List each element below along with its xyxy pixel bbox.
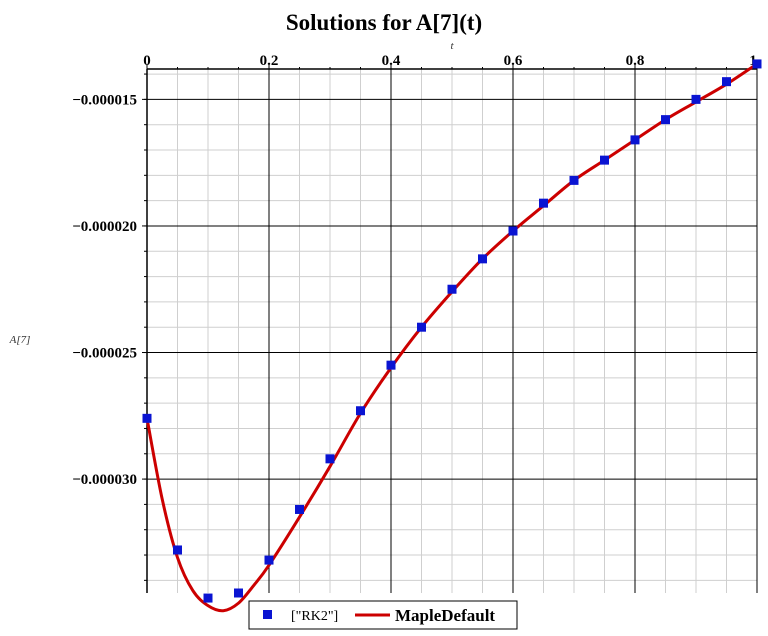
grid (146, 69, 758, 593)
series-rk2-point (508, 226, 518, 236)
x-tick-label: 0.4 (382, 53, 401, 69)
series-rk2-point (600, 155, 609, 165)
x-axis-label: t (450, 40, 454, 52)
series-rk2-point (752, 59, 762, 69)
y-tick-label: −0.000015 (72, 92, 137, 108)
series-rk2-point (386, 360, 396, 370)
x-tick-label: 0.8 (626, 53, 645, 69)
series-rk2-point (295, 504, 304, 514)
y-axis-label: A[7] (9, 334, 31, 346)
x-tick-label: 0 (143, 53, 151, 69)
x-tick-label: 0.2 (260, 53, 279, 69)
series-rk2-point (630, 135, 640, 145)
legend: ["RK2"] MapleDefault (248, 600, 518, 630)
x-tick-label: 0.6 (504, 53, 523, 69)
series-rk2-point (203, 593, 213, 603)
series-rk2-point (722, 77, 731, 87)
series-rk2-point (264, 555, 274, 565)
series-rk2-point (417, 322, 426, 332)
series-rk2-point (691, 94, 701, 104)
series-rk2-point (539, 198, 548, 208)
series-rk2-point (325, 454, 335, 464)
y-tick-label: −0.000030 (72, 472, 137, 488)
legend-mapledefault-label: MapleDefault (395, 606, 495, 625)
series-rk2-point (478, 254, 487, 264)
series-rk2-point (569, 175, 579, 185)
axes: 00.20.40.60.81−0.000015−0.000020−0.00002… (72, 53, 758, 593)
series-rk2-point (356, 406, 365, 416)
series-rk2-point (447, 284, 457, 294)
series-rk2-point (173, 545, 182, 555)
series-rk2-point (661, 115, 670, 125)
series-layer (142, 59, 762, 613)
y-tick-label: −0.000020 (72, 219, 137, 235)
series-rk2-point (234, 588, 243, 598)
y-tick-label: −0.000025 (72, 346, 137, 362)
legend-rk2-marker (263, 610, 272, 619)
legend-rk2-label: ["RK2"] (291, 609, 338, 624)
chart-title: Solutions for A[7](t) (286, 10, 482, 35)
series-rk2-point (142, 413, 152, 423)
